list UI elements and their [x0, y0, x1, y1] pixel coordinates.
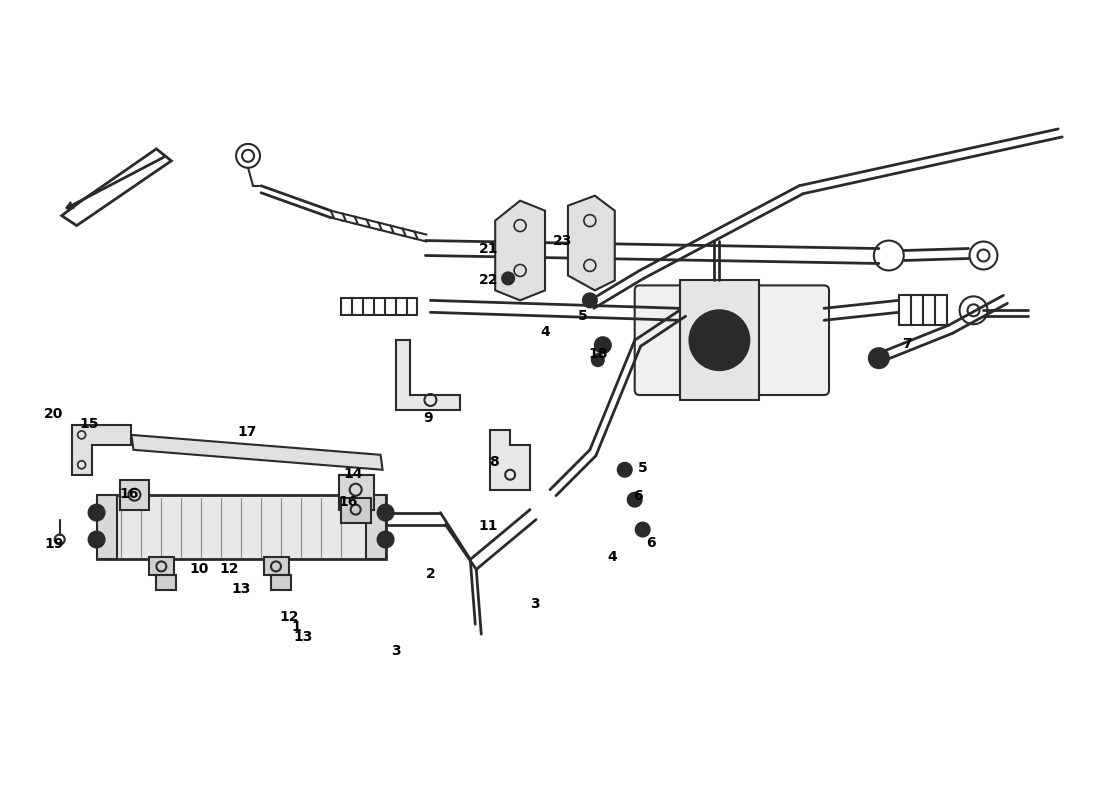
Polygon shape [568, 196, 615, 290]
Text: 16: 16 [338, 494, 358, 509]
Text: 6: 6 [646, 535, 656, 550]
Polygon shape [72, 425, 132, 474]
Text: 12: 12 [279, 610, 299, 624]
Text: 14: 14 [344, 466, 363, 481]
Circle shape [583, 294, 597, 307]
Text: 13: 13 [231, 582, 251, 596]
Bar [150, 558, 174, 575]
Text: 11: 11 [478, 518, 498, 533]
Text: 15: 15 [80, 417, 99, 431]
Text: 9: 9 [424, 411, 433, 425]
Text: 20: 20 [44, 407, 64, 421]
Text: 3: 3 [390, 644, 400, 658]
Text: 19: 19 [44, 537, 64, 550]
Circle shape [595, 338, 610, 353]
Text: 4: 4 [540, 326, 550, 339]
Circle shape [89, 505, 104, 521]
Text: 8: 8 [490, 454, 499, 469]
Circle shape [712, 332, 727, 348]
Polygon shape [396, 340, 460, 410]
Text: 16: 16 [120, 486, 140, 501]
Text: 5: 5 [578, 310, 587, 323]
Polygon shape [132, 435, 383, 470]
Circle shape [700, 320, 739, 360]
Circle shape [503, 273, 514, 285]
Text: 17: 17 [238, 425, 256, 439]
Bar [156, 575, 176, 590]
Circle shape [690, 310, 749, 370]
Text: 4: 4 [607, 550, 617, 565]
Bar [271, 575, 290, 590]
Circle shape [377, 505, 394, 521]
Bar [264, 558, 289, 575]
Text: 6: 6 [632, 489, 642, 502]
Bar [341, 498, 371, 522]
Text: 1: 1 [292, 620, 300, 634]
Text: 3: 3 [530, 598, 540, 611]
Bar [339, 474, 374, 510]
Text: 5: 5 [638, 461, 648, 474]
Text: 10: 10 [189, 562, 209, 577]
Bar [97, 494, 117, 559]
Text: 12: 12 [219, 562, 239, 577]
Text: 23: 23 [553, 234, 573, 247]
Circle shape [618, 462, 631, 477]
Text: 21: 21 [478, 242, 498, 255]
Polygon shape [495, 201, 544, 300]
Text: 2: 2 [426, 567, 436, 582]
Text: 18: 18 [588, 347, 607, 361]
Circle shape [636, 522, 650, 537]
Bar [120, 480, 150, 510]
Text: 7: 7 [902, 337, 912, 351]
Text: 13: 13 [294, 630, 312, 644]
FancyBboxPatch shape [635, 286, 829, 395]
Bar [680, 281, 759, 400]
Bar [365, 494, 386, 559]
Circle shape [592, 354, 604, 366]
Polygon shape [491, 430, 530, 490]
Circle shape [377, 531, 394, 547]
Circle shape [89, 531, 104, 547]
Text: 22: 22 [478, 274, 498, 287]
Circle shape [869, 348, 889, 368]
Bar [97, 494, 386, 559]
Circle shape [628, 493, 641, 506]
